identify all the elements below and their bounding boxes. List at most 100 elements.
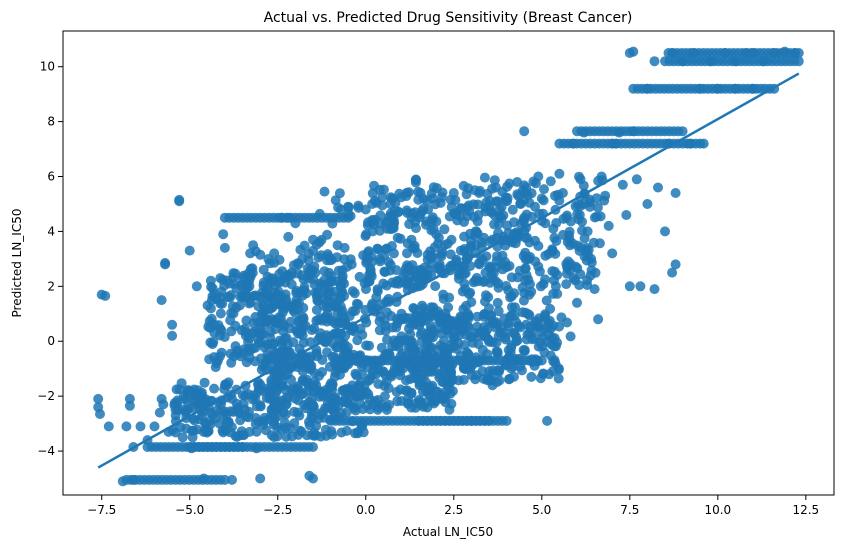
data-point bbox=[216, 325, 227, 336]
regression-line bbox=[97, 72, 800, 469]
data-point bbox=[635, 281, 646, 292]
data-point-cluster-5 bbox=[228, 272, 239, 283]
data-point-cluster-1 bbox=[534, 266, 545, 277]
data-point-cluster-2 bbox=[453, 269, 464, 280]
data-point-cluster-3 bbox=[189, 395, 199, 406]
data-point bbox=[93, 393, 104, 404]
data-point bbox=[300, 358, 311, 369]
data-point-cluster-6 bbox=[462, 321, 473, 332]
data-point-cluster-5 bbox=[248, 318, 259, 329]
data-point-cluster-0 bbox=[556, 312, 567, 323]
data-point-cluster-5 bbox=[275, 313, 286, 324]
data-point-cluster-3 bbox=[209, 383, 220, 394]
data-point-cluster-5 bbox=[313, 314, 324, 325]
data-point-cluster-1 bbox=[477, 255, 488, 265]
data-point bbox=[589, 284, 600, 295]
data-point bbox=[466, 415, 477, 426]
data-point-cluster-6 bbox=[538, 332, 549, 343]
data-point-band-7 bbox=[677, 126, 688, 137]
data-point-cluster-0 bbox=[561, 279, 572, 290]
data-point-cluster-4 bbox=[341, 395, 352, 406]
data-point bbox=[579, 127, 589, 138]
data-point-cluster-3 bbox=[250, 419, 261, 429]
data-point-cluster-5 bbox=[286, 362, 297, 373]
data-point-cluster-3 bbox=[294, 410, 305, 421]
data-point bbox=[586, 253, 597, 264]
data-point bbox=[198, 426, 209, 437]
data-point-cluster-2 bbox=[426, 250, 437, 261]
y-tick-label: 2 bbox=[47, 279, 55, 293]
x-tick-label: 12.5 bbox=[792, 503, 819, 517]
data-point bbox=[512, 177, 523, 187]
y-tick-label: −2 bbox=[37, 389, 55, 403]
data-point-cluster-6 bbox=[396, 331, 407, 342]
data-point-cluster-5 bbox=[225, 348, 236, 359]
data-point-cluster-5 bbox=[268, 354, 279, 365]
data-point bbox=[283, 231, 294, 242]
data-point bbox=[476, 237, 487, 248]
data-point-cluster-1 bbox=[577, 216, 587, 227]
data-point bbox=[670, 259, 681, 270]
data-point-cluster-6 bbox=[435, 340, 446, 351]
data-point-cluster-1 bbox=[574, 280, 585, 291]
data-point-cluster-5 bbox=[324, 276, 335, 287]
data-point-cluster-0 bbox=[501, 281, 512, 291]
data-point bbox=[117, 476, 128, 487]
data-point-cluster-4 bbox=[367, 399, 378, 410]
data-point bbox=[339, 242, 350, 253]
data-point-cluster-5 bbox=[324, 267, 335, 278]
data-point-cluster-6 bbox=[437, 367, 448, 378]
data-point-cluster-4 bbox=[255, 401, 266, 412]
data-point-cluster-2 bbox=[381, 307, 392, 318]
data-point-cluster-6 bbox=[494, 375, 505, 386]
data-point bbox=[593, 314, 604, 325]
data-point-cluster-1 bbox=[502, 196, 513, 207]
data-point bbox=[135, 421, 146, 432]
data-point bbox=[385, 199, 396, 209]
data-point-cluster-5 bbox=[335, 301, 346, 312]
data-point bbox=[445, 363, 456, 374]
data-point bbox=[607, 248, 618, 259]
data-point bbox=[533, 171, 544, 182]
data-point bbox=[156, 295, 167, 306]
data-point bbox=[216, 286, 227, 297]
data-point bbox=[209, 319, 220, 330]
data-point-cluster-6 bbox=[523, 309, 534, 320]
data-point bbox=[748, 48, 758, 58]
x-axis: −7.5 −5.0 −2.5 0.0 2.5 5.0 7.5 10.0 12.5 bbox=[87, 495, 819, 517]
data-point bbox=[688, 48, 699, 58]
data-point-band-5 bbox=[343, 212, 354, 223]
data-point bbox=[218, 229, 229, 240]
data-point-cluster-1 bbox=[502, 220, 513, 231]
data-point bbox=[227, 474, 237, 485]
data-point bbox=[607, 138, 618, 149]
data-point-cluster-4 bbox=[391, 386, 402, 397]
data-point bbox=[515, 199, 526, 209]
data-point bbox=[360, 204, 371, 215]
data-point-cluster-4 bbox=[327, 394, 338, 405]
data-point-cluster-4 bbox=[379, 391, 390, 402]
data-point-cluster-3 bbox=[225, 427, 236, 438]
data-point bbox=[653, 182, 663, 193]
data-point bbox=[262, 284, 273, 295]
data-point bbox=[561, 212, 572, 223]
data-point-cluster-5 bbox=[239, 284, 250, 295]
data-point-cluster-6 bbox=[526, 371, 537, 382]
data-point-cluster-5 bbox=[298, 312, 309, 322]
data-point-cluster-1 bbox=[583, 244, 594, 255]
data-point-cluster-4 bbox=[255, 379, 266, 390]
data-point bbox=[121, 421, 132, 432]
data-point bbox=[522, 253, 533, 264]
data-point-cluster-1 bbox=[367, 188, 378, 199]
data-point bbox=[624, 281, 635, 292]
data-point-cluster-6 bbox=[416, 373, 427, 384]
y-axis: −4 −2 0 2 4 6 8 10 bbox=[37, 60, 63, 458]
data-point-cluster-3 bbox=[200, 418, 210, 428]
data-point-cluster-3 bbox=[272, 431, 283, 442]
data-point-cluster-5 bbox=[206, 281, 217, 292]
data-point-cluster-3 bbox=[218, 410, 229, 421]
data-point-cluster-5 bbox=[230, 341, 241, 352]
data-point-cluster-5 bbox=[227, 301, 238, 312]
data-point bbox=[487, 380, 498, 391]
data-point-cluster-4 bbox=[444, 404, 455, 415]
